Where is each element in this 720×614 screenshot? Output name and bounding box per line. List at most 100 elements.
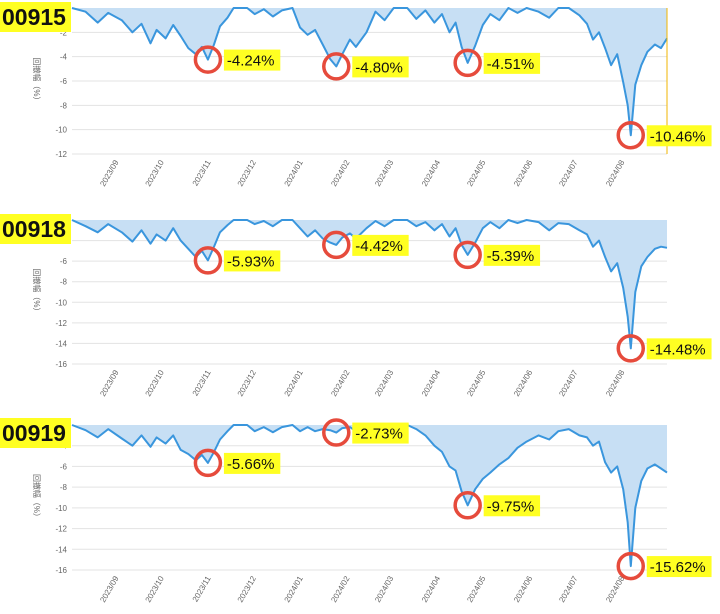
x-tick-label: 2024/06	[512, 158, 535, 188]
x-tick-label: 2024/03	[373, 158, 396, 188]
x-tick-label: 2024/04	[420, 368, 443, 398]
y-axis-label: 回撤幅（%）	[32, 474, 42, 521]
callout-label-bg	[646, 338, 712, 360]
x-tick-label: 2024/02	[329, 574, 352, 604]
x-tick-label: 2024/04	[420, 574, 443, 604]
trough-marker-circle	[453, 240, 482, 270]
x-tick-label: 2023/12	[236, 574, 259, 604]
x-tick-label: 2024/08	[604, 158, 627, 188]
callout-label: -15.62%	[650, 559, 706, 576]
trough-marker-circle	[322, 52, 351, 81]
trough-marker-circle	[193, 448, 223, 478]
x-tick-label: 2023/12	[236, 368, 259, 398]
x-tick-label: 2023/11	[191, 368, 213, 398]
callout-label-bg	[223, 452, 281, 474]
ticker-badge-bg	[0, 418, 71, 448]
x-tick-label: 2024/05	[465, 368, 488, 398]
x-tick-label: 2024/03	[373, 574, 396, 604]
x-tick-label: 2024/08	[604, 574, 627, 604]
callout-label: -9.75%	[487, 498, 535, 515]
callout-label: -4.24%	[227, 53, 275, 70]
y-tick-label: -12	[55, 525, 67, 534]
trough-marker-circle	[322, 230, 351, 260]
trough-marker-circle	[322, 418, 351, 447]
y-tick-label: -16	[55, 360, 67, 369]
ticker-title: 00915	[2, 4, 66, 30]
x-tick-label: 2023/10	[144, 158, 167, 188]
y-tick-label: -6	[60, 257, 68, 266]
y-tick-label: -10	[55, 504, 67, 513]
x-tick-label: 2024/06	[512, 368, 535, 398]
y-tick-label: -14	[55, 339, 67, 348]
y-axis-label: 回撤幅（%）	[32, 268, 42, 315]
callout-label: -5.66%	[227, 456, 275, 473]
x-tick-label: 2023/09	[98, 368, 121, 398]
chart-panel-00919: -16-14-12-10-8-6-4回撤幅（%）2023/092023/1020…	[0, 418, 712, 604]
trough-marker-circle	[616, 551, 646, 581]
callout-label: -10.46%	[650, 128, 706, 145]
callout-label-bg	[352, 234, 409, 256]
callout-label-bg	[352, 422, 409, 444]
y-tick-label: -12	[55, 150, 67, 159]
y-tick-label: -14	[55, 545, 67, 554]
ticker-title: 00918	[2, 216, 66, 242]
y-tick-label: -6	[60, 77, 68, 86]
y-tick-label: -16	[55, 566, 67, 575]
callout-label-bg	[483, 244, 541, 266]
x-tick-label: 2024/01	[283, 368, 306, 398]
drawdown-area	[72, 220, 667, 349]
x-tick-label: 2024/03	[373, 368, 396, 398]
drawdown-line	[71, 7, 668, 137]
x-tick-label: 2024/08	[604, 368, 627, 398]
chart-panel-00915: -12 -10 -8 -6 -4 -2 回撤幅（%） 2023/09 2023/10 2023/1…	[0, 2, 712, 188]
y-tick-label: -6	[60, 462, 68, 471]
trough-marker-circle	[616, 121, 646, 150]
x-tick-label: 2023/09	[98, 574, 121, 604]
x-tick-label: 2023/09	[98, 158, 121, 188]
callout-label: -4.51%	[487, 56, 535, 73]
callout-label-bg	[352, 56, 409, 78]
trough-marker-circle	[453, 48, 482, 78]
y-tick-label: -10	[55, 298, 67, 307]
trough-marker-circle	[453, 491, 482, 520]
callout-label: -4.42%	[355, 238, 403, 255]
y-tick-label: -8	[60, 101, 68, 110]
callout-label: -4.80%	[355, 59, 403, 76]
callout-label: -5.39%	[487, 248, 535, 265]
callout-label-bg	[483, 495, 541, 517]
chart-panels: -12 -10 -8 -6 -4 -2 回撤幅（%） 2023/09 2023/10 2023/1…	[0, 2, 712, 604]
drawdown-line	[71, 219, 668, 350]
ticker-badge-bg	[0, 214, 71, 244]
trough-marker-circle	[193, 246, 223, 275]
callout-label-bg	[483, 52, 541, 74]
y-tick-label: -2	[60, 28, 68, 37]
drawdown-area	[72, 8, 667, 136]
x-tick-label: 2023/11	[191, 158, 213, 188]
x-tick-label: 2024/05	[465, 158, 488, 188]
y-tick-label: -10	[55, 126, 67, 135]
ticker-title: 00919	[2, 420, 66, 446]
x-tick-label: 2024/07	[557, 574, 580, 604]
y-tick-label: -8	[60, 278, 68, 287]
x-tick-label: 2024/04	[420, 158, 443, 188]
ticker-badge-bg	[0, 2, 71, 32]
x-tick-label: 2024/05	[465, 574, 488, 604]
y-tick-label: -8	[60, 483, 68, 492]
callout-label: -14.48%	[650, 341, 706, 358]
x-tick-label: 2024/01	[283, 574, 306, 604]
x-tick-label: 2024/01	[283, 158, 306, 188]
callout-label-bg	[223, 250, 281, 272]
callout-label-bg	[646, 556, 712, 578]
callout-label-bg	[646, 125, 712, 147]
y-tick-label: -12	[55, 319, 67, 328]
x-tick-label: 2024/07	[557, 158, 580, 188]
x-tick-label: 2024/02	[329, 368, 352, 398]
trough-marker-circle	[193, 45, 223, 74]
trough-marker-circle	[616, 334, 646, 363]
chart-panel-00918: -16-14-12-10-8-6-4回撤幅（%）2023/092023/1020…	[0, 214, 712, 398]
x-tick-label: 2024/02	[329, 158, 352, 188]
x-tick-label: 2024/06	[512, 574, 535, 604]
callout-label: -5.93%	[227, 253, 275, 270]
x-tick-label: 2024/07	[557, 368, 580, 398]
